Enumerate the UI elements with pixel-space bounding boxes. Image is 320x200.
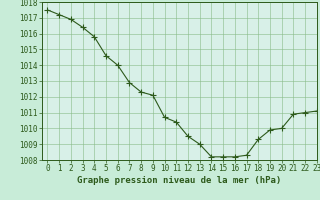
X-axis label: Graphe pression niveau de la mer (hPa): Graphe pression niveau de la mer (hPa) xyxy=(77,176,281,185)
